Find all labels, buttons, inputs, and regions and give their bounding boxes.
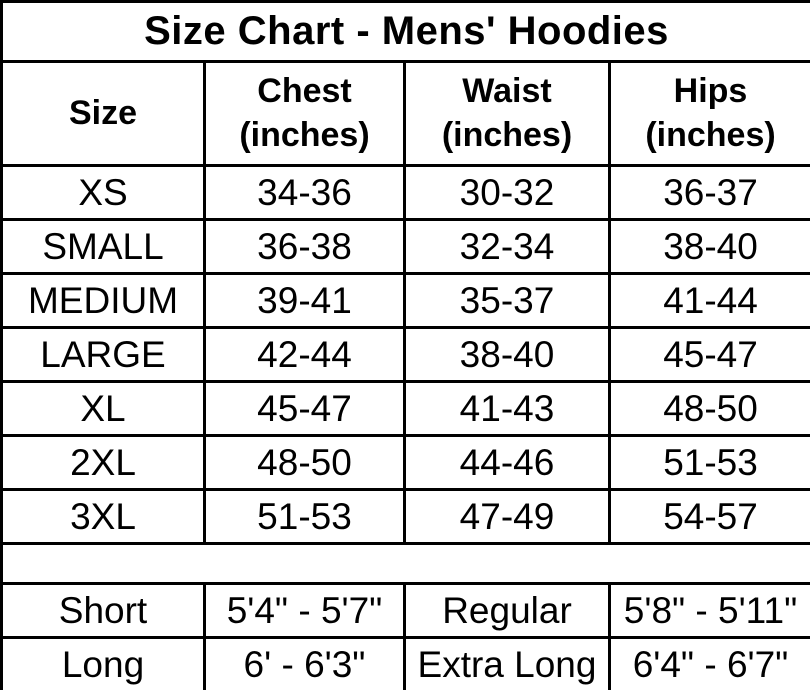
height-label-cell: Extra Long — [403, 636, 611, 690]
hips-value-cell: 45-47 — [607, 326, 810, 383]
size-label-cell: 2XL — [0, 434, 206, 491]
size-row-large: LARGE 42-44 38-40 45-47 — [0, 326, 810, 383]
waist-value-cell: 47-49 — [403, 488, 611, 545]
chest-value-cell: 45-47 — [203, 380, 406, 437]
chest-value-cell: 39-41 — [203, 272, 406, 329]
size-label-cell: 3XL — [0, 488, 206, 545]
column-header-waist: Waist (inches) — [403, 60, 611, 167]
size-row-medium: MEDIUM 39-41 35-37 41-44 — [0, 272, 810, 329]
height-row-long: Long 6' - 6'3" Extra Long 6'4" - 6'7" — [0, 636, 810, 690]
waist-value-cell: 41-43 — [403, 380, 611, 437]
chart-title: Size Chart - Mens' Hoodies — [0, 0, 810, 63]
column-header-chest: Chest (inches) — [203, 60, 406, 167]
column-header-hips-unit: (inches) — [645, 115, 776, 154]
size-row-xs: XS 34-36 30-32 36-37 — [0, 164, 810, 221]
hips-value-cell: 38-40 — [607, 218, 810, 275]
height-range-cell: 5'4" - 5'7" — [203, 582, 406, 639]
size-label-cell: SMALL — [0, 218, 206, 275]
height-label-cell: Long — [0, 636, 206, 690]
header-row: Size Chest (inches) Waist (inches) Hips … — [0, 60, 810, 167]
hips-value-cell: 41-44 — [607, 272, 810, 329]
hips-value-cell: 36-37 — [607, 164, 810, 221]
hips-value-cell: 48-50 — [607, 380, 810, 437]
size-row-2xl: 2XL 48-50 44-46 51-53 — [0, 434, 810, 491]
chest-value-cell: 48-50 — [203, 434, 406, 491]
column-header-size: Size — [0, 60, 206, 167]
height-row-short: Short 5'4" - 5'7" Regular 5'8" - 5'11" — [0, 582, 810, 639]
chest-value-cell: 34-36 — [203, 164, 406, 221]
size-label-cell: XL — [0, 380, 206, 437]
spacer-cell — [0, 542, 810, 585]
chest-value-cell: 51-53 — [203, 488, 406, 545]
waist-value-cell: 44-46 — [403, 434, 611, 491]
height-range-cell: 6' - 6'3" — [203, 636, 406, 690]
height-range-cell: 6'4" - 6'7" — [607, 636, 810, 690]
size-row-small: SMALL 36-38 32-34 38-40 — [0, 218, 810, 275]
chest-value-cell: 36-38 — [203, 218, 406, 275]
column-header-size-label: Size — [68, 93, 138, 132]
column-header-chest-label: Chest — [257, 71, 352, 110]
waist-value-cell: 35-37 — [403, 272, 611, 329]
waist-value-cell: 30-32 — [403, 164, 611, 221]
spacer-row — [0, 542, 810, 585]
waist-value-cell: 38-40 — [403, 326, 611, 383]
height-label-cell: Regular — [403, 582, 611, 639]
hips-value-cell: 54-57 — [607, 488, 810, 545]
waist-value-cell: 32-34 — [403, 218, 611, 275]
column-header-hips: Hips (inches) — [607, 60, 810, 167]
column-header-hips-label: Hips — [673, 71, 748, 110]
size-row-xl: XL 45-47 41-43 48-50 — [0, 380, 810, 437]
size-label-cell: LARGE — [0, 326, 206, 383]
size-label-cell: XS — [0, 164, 206, 221]
title-row: Size Chart - Mens' Hoodies — [0, 0, 810, 63]
column-header-waist-label: Waist — [462, 71, 552, 110]
size-row-3xl: 3XL 51-53 47-49 54-57 — [0, 488, 810, 545]
height-range-cell: 5'8" - 5'11" — [607, 582, 810, 639]
hips-value-cell: 51-53 — [607, 434, 810, 491]
height-label-cell: Short — [0, 582, 206, 639]
size-label-cell: MEDIUM — [0, 272, 206, 329]
chest-value-cell: 42-44 — [203, 326, 406, 383]
column-header-waist-unit: (inches) — [441, 115, 573, 154]
column-header-chest-unit: (inches) — [239, 115, 370, 154]
